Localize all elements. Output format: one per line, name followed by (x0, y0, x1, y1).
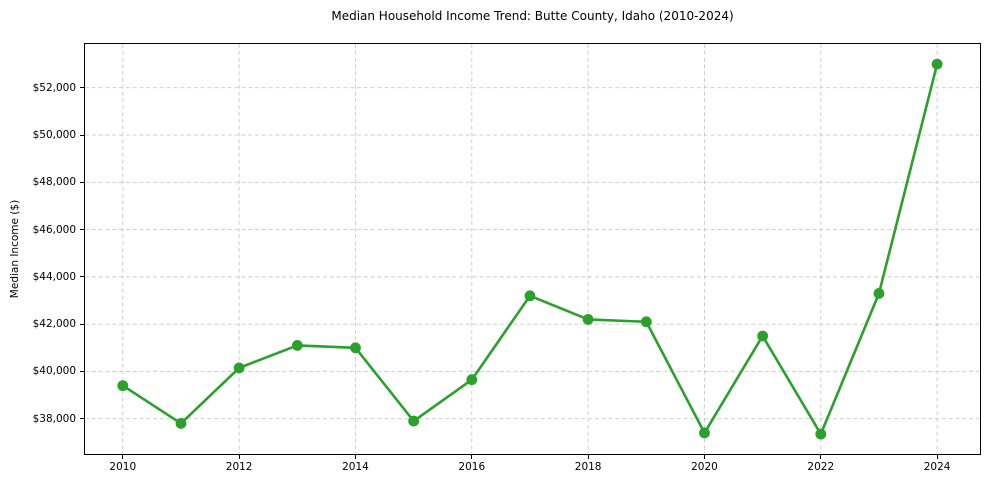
plot-area (84, 43, 981, 455)
data-point (815, 428, 827, 440)
x-tick-mark (354, 455, 356, 459)
chart-title: Median Household Income Trend: Butte Cou… (331, 9, 734, 23)
y-tick-label: $48,000 (32, 176, 76, 189)
y-tick-label: $42,000 (32, 318, 76, 331)
data-point (175, 418, 187, 429)
y-tick-label: $44,000 (32, 270, 76, 283)
y-axis-label: Median Income ($) (9, 199, 21, 299)
y-tick-mark (80, 276, 84, 278)
x-tick-mark (122, 455, 124, 459)
data-point (291, 340, 303, 351)
data-point (466, 374, 478, 386)
x-tick-mark (936, 455, 938, 459)
trend-line-series (121, 62, 939, 436)
data-point (408, 415, 420, 427)
y-tick-mark (80, 370, 84, 372)
y-tick-mark (80, 418, 84, 420)
trend-line (121, 62, 939, 436)
y-tick-label: $38,000 (32, 412, 76, 425)
gridlines (85, 44, 979, 453)
y-tick-mark (80, 181, 84, 183)
x-tick-label: 2016 (458, 461, 486, 473)
y-tick-label: $40,000 (32, 365, 76, 378)
x-tick-label: 2012 (225, 461, 253, 473)
x-tick-mark (820, 455, 822, 459)
x-tick-mark (238, 455, 240, 459)
y-tick-label: $46,000 (32, 223, 76, 236)
data-point (699, 427, 710, 439)
data-point (350, 342, 361, 354)
data-point (582, 314, 594, 325)
data-point (233, 362, 245, 374)
y-tick-mark (80, 229, 84, 231)
x-tick-label: 2018 (574, 461, 602, 473)
x-tick-label: 2024 (923, 461, 951, 473)
y-tick-mark (80, 323, 84, 325)
data-point (117, 380, 129, 392)
data-point-markers (117, 58, 943, 440)
x-tick-mark (587, 455, 589, 459)
y-tick-label: $52,000 (32, 81, 76, 94)
data-point (640, 316, 652, 328)
x-tick-label: 2014 (342, 461, 369, 473)
data-point (757, 330, 769, 342)
y-tick-mark (80, 87, 84, 89)
data-point (524, 290, 536, 302)
y-tick-label: $50,000 (32, 129, 76, 142)
line-chart-canvas (85, 44, 979, 453)
x-tick-label: 2010 (109, 461, 137, 473)
y-tick-mark (80, 134, 84, 136)
x-tick-label: 2020 (691, 461, 718, 473)
data-point (931, 58, 943, 70)
x-tick-mark (471, 455, 473, 459)
x-tick-label: 2022 (807, 461, 835, 473)
data-point (873, 288, 885, 299)
x-tick-mark (703, 455, 705, 459)
